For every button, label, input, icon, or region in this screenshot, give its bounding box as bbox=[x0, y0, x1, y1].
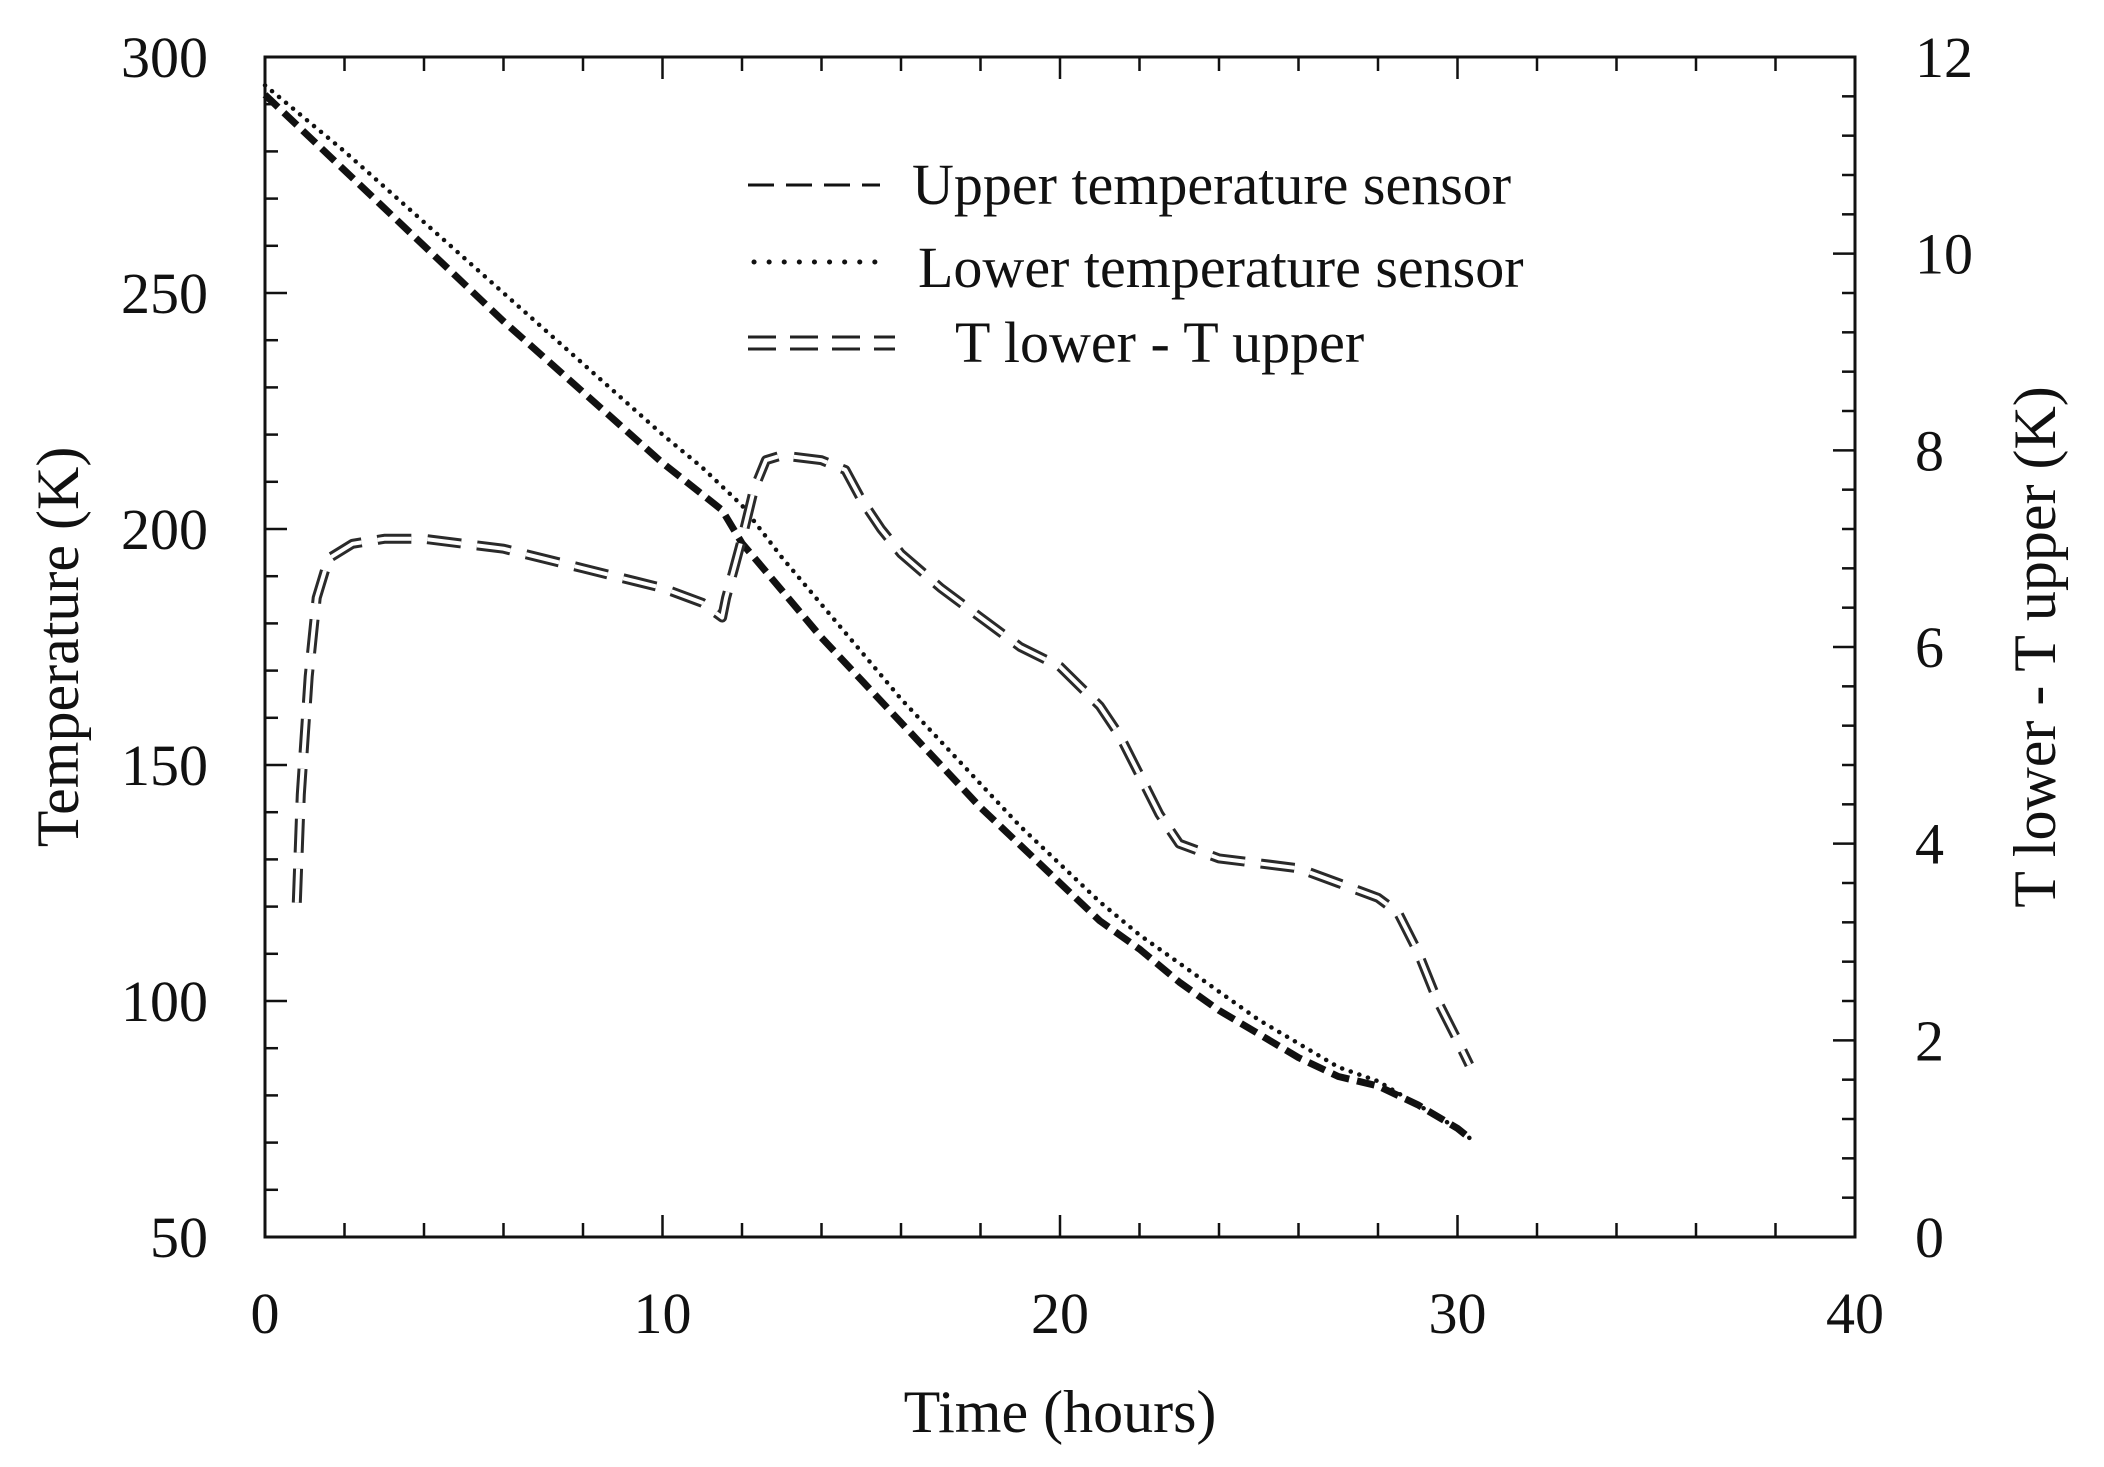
legend: Upper temperature sensor Lower temperatu… bbox=[748, 152, 1524, 375]
legend-label-lower: Lower temperature sensor bbox=[918, 235, 1524, 300]
series-layer bbox=[262, 83, 1474, 1141]
series-t-lower-t-upper-outer bbox=[291, 450, 1474, 1068]
ticks bbox=[263, 55, 1857, 1239]
y-tick-label: 250 bbox=[121, 261, 208, 326]
y2-tick-label: 4 bbox=[1915, 812, 1944, 877]
x-tick-label: 20 bbox=[1031, 1281, 1089, 1346]
x-tick-label: 40 bbox=[1826, 1281, 1884, 1346]
tick-labels: 0 10 20 30 40 50 100 150 200 250 300 0 2 4 6 8 10 12 bbox=[121, 25, 1973, 1346]
y-tick-label: 50 bbox=[150, 1205, 208, 1270]
x-axis-title: Time (hours) bbox=[904, 1379, 1217, 1445]
series-t-lower-t-upper-inner bbox=[294, 453, 1472, 1066]
legend-label-upper: Upper temperature sensor bbox=[912, 152, 1511, 217]
y-axis-title: Temperature (K) bbox=[25, 447, 91, 848]
series-upper-temperature-sensor bbox=[262, 92, 1472, 1141]
legend-item-lower: Lower temperature sensor bbox=[751, 235, 1524, 300]
y2-tick-label: 2 bbox=[1915, 1008, 1944, 1073]
legend-item-difference: T lower - T upper bbox=[748, 310, 1364, 375]
y2-tick-label: 12 bbox=[1915, 25, 1973, 90]
y2-tick-label: 8 bbox=[1915, 418, 1944, 483]
y2-tick-label: 10 bbox=[1915, 222, 1973, 287]
y2-axis-title: T lower - T upper (K) bbox=[2002, 386, 2068, 908]
y-tick-label: 150 bbox=[121, 733, 208, 798]
x-tick-label: 30 bbox=[1429, 1281, 1487, 1346]
y-tick-label: 300 bbox=[121, 25, 208, 90]
y-tick-label: 200 bbox=[121, 497, 208, 562]
plot-frame bbox=[263, 55, 1857, 1239]
x-tick-label: 0 bbox=[251, 1281, 280, 1346]
series-lower-temperature-sensor bbox=[262, 83, 1472, 1141]
y-tick-label: 100 bbox=[121, 969, 208, 1034]
legend-label-difference: T lower - T upper bbox=[955, 310, 1364, 375]
x-tick-label: 10 bbox=[634, 1281, 692, 1346]
legend-item-upper: Upper temperature sensor bbox=[748, 152, 1511, 217]
y2-tick-label: 6 bbox=[1915, 615, 1944, 680]
y2-tick-label: 0 bbox=[1915, 1205, 1944, 1270]
series-t-lower-t-upper bbox=[291, 450, 1474, 1068]
